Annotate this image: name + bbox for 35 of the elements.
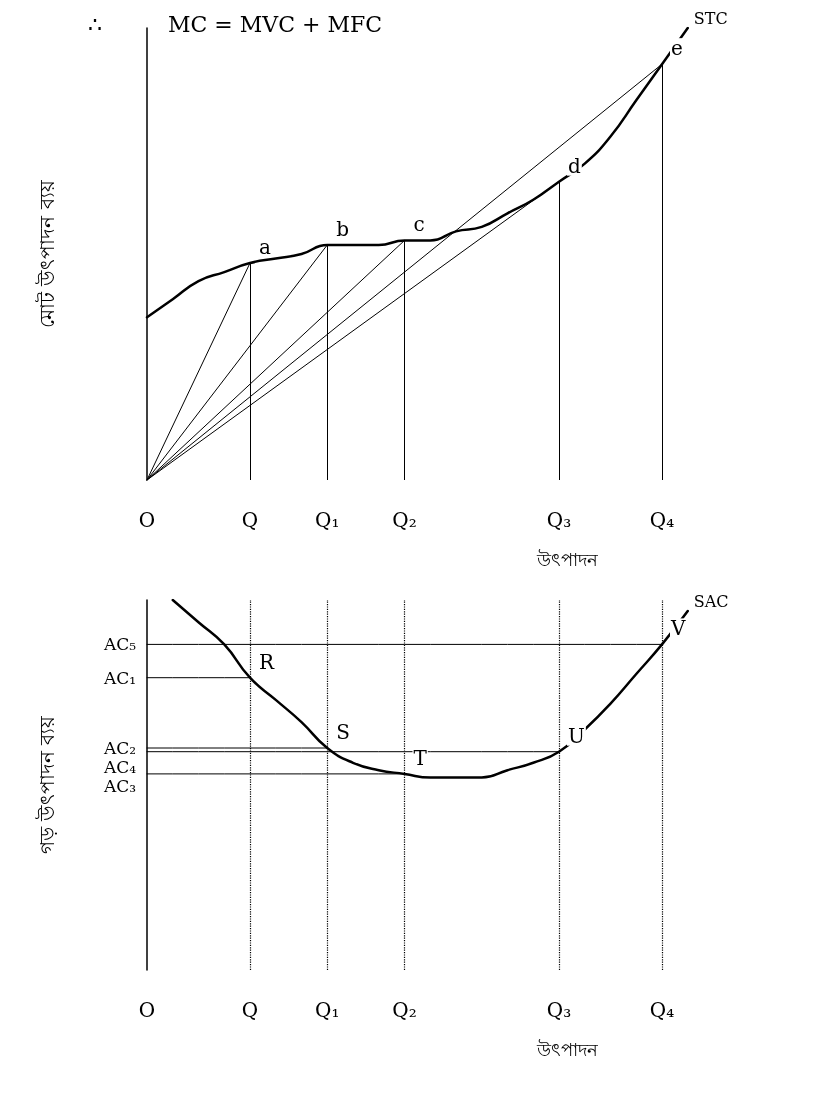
x-tick-label: Q₃ [546,998,572,1022]
series-label: SAC [693,591,729,611]
annotation: c [413,212,425,237]
annotation: AC₄ [102,757,137,777]
y-axis-title: মোট উৎপাদন ব্যয় [35,179,59,328]
x-tick-label: O [138,508,156,532]
x-tick-label: Q₂ [392,998,417,1022]
annotation: S [336,720,350,744]
x-tick-label: Q₁ [315,998,340,1022]
x-tick-label: Q [241,508,259,532]
x-tick-label: Q₁ [315,508,340,532]
chart-title: MC = MVC + MFC [168,11,383,37]
x-axis-title: উৎপাদন [535,1038,598,1060]
x-tick-label: Q₂ [392,508,417,532]
annotation: a [259,235,271,260]
x-tick-label: O [138,998,156,1022]
annotation: AC₂ [102,738,136,758]
y-axis-title: গড় উৎপাদন ব্যয় [35,714,59,855]
annotation: T [413,745,428,770]
annotation: b [336,216,350,241]
series-label: STC [693,8,728,28]
annotation: V [670,616,686,641]
x-axis-title: উৎপাদন [535,548,598,570]
x-tick-label: Q₃ [546,508,572,532]
x-tick-label: Q₄ [649,998,675,1022]
annotation: AC₃ [102,776,136,796]
text: ∴ [88,11,102,37]
annotation: AC₅ [102,634,137,655]
annotation: e [671,36,683,61]
annotation: d [568,153,581,178]
x-tick-label: Q₄ [649,508,675,532]
annotation: U [568,723,585,748]
annotation: AC₁ [102,667,136,688]
annotation: R [259,649,275,674]
x-tick-label: Q [241,998,259,1022]
